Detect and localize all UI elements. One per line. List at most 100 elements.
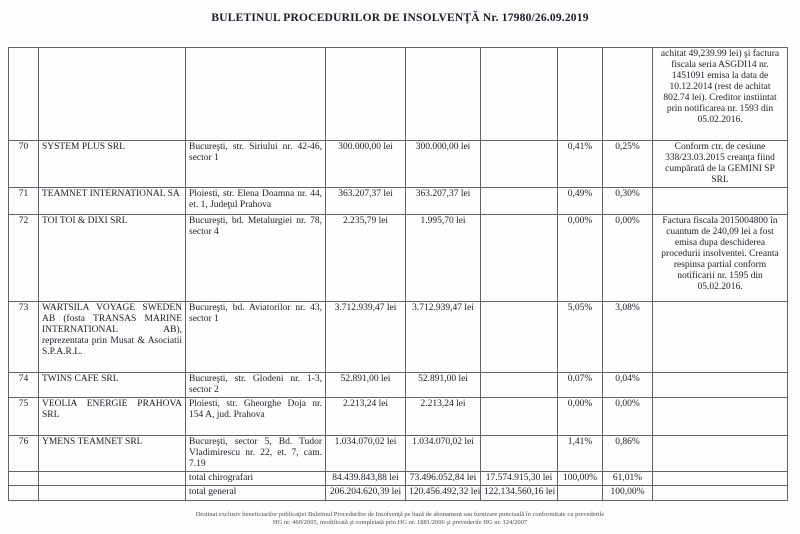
total-label-cell: total chirografari <box>185 471 326 486</box>
row-number-cell <box>8 47 39 141</box>
table-row-74: 74 TWINS CAFE SRL Bucureşti, str. Gloden… <box>8 372 788 398</box>
observations-cell <box>652 435 788 472</box>
accepted-amount-cell: 1.034.070,02 lei <box>405 435 481 472</box>
creditor-address-cell: Bucureşti, bd. Aviatorilor nr. 43, secto… <box>185 301 326 373</box>
percent-group-cell <box>557 47 603 141</box>
accepted-amount-cell: 3.712.939,47 lei <box>405 301 481 373</box>
accepted-amount-cell: 1.995,70 lei <box>405 214 481 302</box>
percent-group-cell: 100,00% <box>557 471 603 486</box>
rejected-amount-cell: 122.134.560,16 lei <box>480 485 558 501</box>
observations-cell <box>652 485 788 501</box>
declared-amount-cell: 2.213,24 lei <box>325 397 406 436</box>
percent-group-cell: 0,49% <box>557 187 603 215</box>
declared-amount-cell: 84.439.843,88 lei <box>325 471 406 486</box>
percent-total-cell: 0,00% <box>602 214 653 302</box>
row-number-cell: 73 <box>8 301 39 373</box>
percent-group-cell: 1,41% <box>557 435 603 472</box>
rejected-amount-cell <box>480 372 558 398</box>
percent-total-cell: 3,08% <box>602 301 653 373</box>
creditor-name-cell: VEOLIA ENERGIE PRAHOVA SRL <box>38 397 186 436</box>
row-number-cell <box>8 471 39 486</box>
creditor-address-cell: Bucureşti, bd. Metalurgiei nr. 78, secto… <box>185 214 326 302</box>
accepted-amount-cell: 52.891,00 lei <box>405 372 481 398</box>
observations-cell <box>652 372 788 398</box>
creditor-name-cell <box>38 47 186 141</box>
creditor-address-cell: Ploiesti, str. Gheorghe Doja nr. 154 A, … <box>185 397 326 436</box>
declared-amount-cell: 206.204.620,39 lei <box>325 485 406 501</box>
row-number-cell: 71 <box>8 187 39 215</box>
declared-amount-cell <box>325 47 406 141</box>
creditor-name-cell: TWINS CAFE SRL <box>38 372 186 398</box>
creditors-table: achitat 49,239.99 lei) şi factura fiscal… <box>8 47 788 501</box>
percent-total-cell: 0,30% <box>602 187 653 215</box>
declared-amount-cell: 300.000,00 lei <box>325 140 406 188</box>
creditor-address-cell: Bucureşti, sector 5, Bd. Tudor Vladimire… <box>185 435 326 472</box>
percent-total-cell: 0,86% <box>602 435 653 472</box>
table-row-76: 76 YMENS TEAMNET SRL Bucureşti, sector 5… <box>8 435 788 472</box>
declared-amount-cell: 52.891,00 lei <box>325 372 406 398</box>
percent-group-cell: 0,00% <box>557 397 603 436</box>
observations-cell <box>652 471 788 486</box>
row-number-cell: 72 <box>8 214 39 302</box>
accepted-amount-cell: 73.496.052,84 lei <box>405 471 481 486</box>
percent-total-cell: 100,00% <box>602 485 653 501</box>
accepted-amount-cell: 120.456.492,32 lei <box>405 485 481 501</box>
creditor-address-cell: Bucureşti, str. Glodeni nr. 1-3, sector … <box>185 372 326 398</box>
accepted-amount-cell <box>405 47 481 141</box>
creditor-name-cell: WARTSILA VOYAGE SWEDEN AB (fosta TRANSAS… <box>38 301 186 373</box>
creditor-address-cell <box>185 47 326 141</box>
table-row-71: 71 TEAMNET INTERNATIONAL SA Ploiesti, st… <box>8 187 788 215</box>
percent-total-cell: 61,01% <box>602 471 653 486</box>
page-footer: Destinat exclusiv beneficiarilor publica… <box>0 511 800 527</box>
table-row-continuation: achitat 49,239.99 lei) şi factura fiscal… <box>8 47 788 141</box>
footer-line-2: HG nr. 460/2005, modificată şi completat… <box>272 519 528 526</box>
row-number-cell: 76 <box>8 435 39 472</box>
rejected-amount-cell <box>480 187 558 215</box>
percent-total-cell <box>602 47 653 141</box>
accepted-amount-cell: 300.000,00 lei <box>405 140 481 188</box>
footer-line-1: Destinat exclusiv beneficiarilor publica… <box>195 511 605 518</box>
observations-cell <box>652 301 788 373</box>
creditor-name-cell: YMENS TEAMNET SRL <box>38 435 186 472</box>
percent-group-cell: 0,41% <box>557 140 603 188</box>
table-row-73: 73 WARTSILA VOYAGE SWEDEN AB (fosta TRAN… <box>8 301 788 373</box>
observations-cell <box>652 397 788 436</box>
creditor-address-cell: Bucureşti, str. Siriului nr. 42-46, sect… <box>185 140 326 188</box>
creditor-name-cell <box>38 471 186 486</box>
rejected-amount-cell <box>480 301 558 373</box>
table-row-72: 72 TOI TOI & DIXI SRL Bucureşti, bd. Met… <box>8 214 788 302</box>
row-number-cell: 75 <box>8 397 39 436</box>
declared-amount-cell: 363.207,37 lei <box>325 187 406 215</box>
total-label-cell: total general <box>185 485 326 501</box>
declared-amount-cell: 1.034.070,02 lei <box>325 435 406 472</box>
observations-cell: Conform ctr. de cesiune 338/23.03.2015 c… <box>652 140 788 188</box>
table-row-total-chirografari: total chirografari 84.439.843,88 lei 73.… <box>8 471 788 486</box>
creditor-name-cell: SYSTEM PLUS SRL <box>38 140 186 188</box>
declared-amount-cell: 3.712.939,47 lei <box>325 301 406 373</box>
rejected-amount-cell <box>480 214 558 302</box>
declared-amount-cell: 2.235,79 lei <box>325 214 406 302</box>
percent-group-cell <box>557 485 603 501</box>
row-number-cell <box>8 485 39 501</box>
percent-total-cell: 0,00% <box>602 397 653 436</box>
creditor-name-cell: TEAMNET INTERNATIONAL SA <box>38 187 186 215</box>
table-row-75: 75 VEOLIA ENERGIE PRAHOVA SRL Ploiesti, … <box>8 397 788 436</box>
table-row-total-general: total general 206.204.620,39 lei 120.456… <box>8 485 788 501</box>
percent-total-cell: 0,04% <box>602 372 653 398</box>
rejected-amount-cell: 17.574.915,30 lei <box>480 471 558 486</box>
rejected-amount-cell <box>480 47 558 141</box>
observations-cell: achitat 49,239.99 lei) şi factura fiscal… <box>652 47 788 141</box>
accepted-amount-cell: 363.207,37 lei <box>405 187 481 215</box>
rejected-amount-cell <box>480 140 558 188</box>
rejected-amount-cell <box>480 397 558 436</box>
creditor-name-cell <box>38 485 186 501</box>
creditor-address-cell: Ploiesti, str. Elena Doamna nr. 44, et. … <box>185 187 326 215</box>
rejected-amount-cell <box>480 435 558 472</box>
percent-group-cell: 0,00% <box>557 214 603 302</box>
creditor-name-cell: TOI TOI & DIXI SRL <box>38 214 186 302</box>
page-title: BULETINUL PROCEDURILOR DE INSOLVENŢĂ Nr.… <box>211 12 589 24</box>
row-number-cell: 74 <box>8 372 39 398</box>
percent-total-cell: 0,25% <box>602 140 653 188</box>
percent-group-cell: 5,05% <box>557 301 603 373</box>
